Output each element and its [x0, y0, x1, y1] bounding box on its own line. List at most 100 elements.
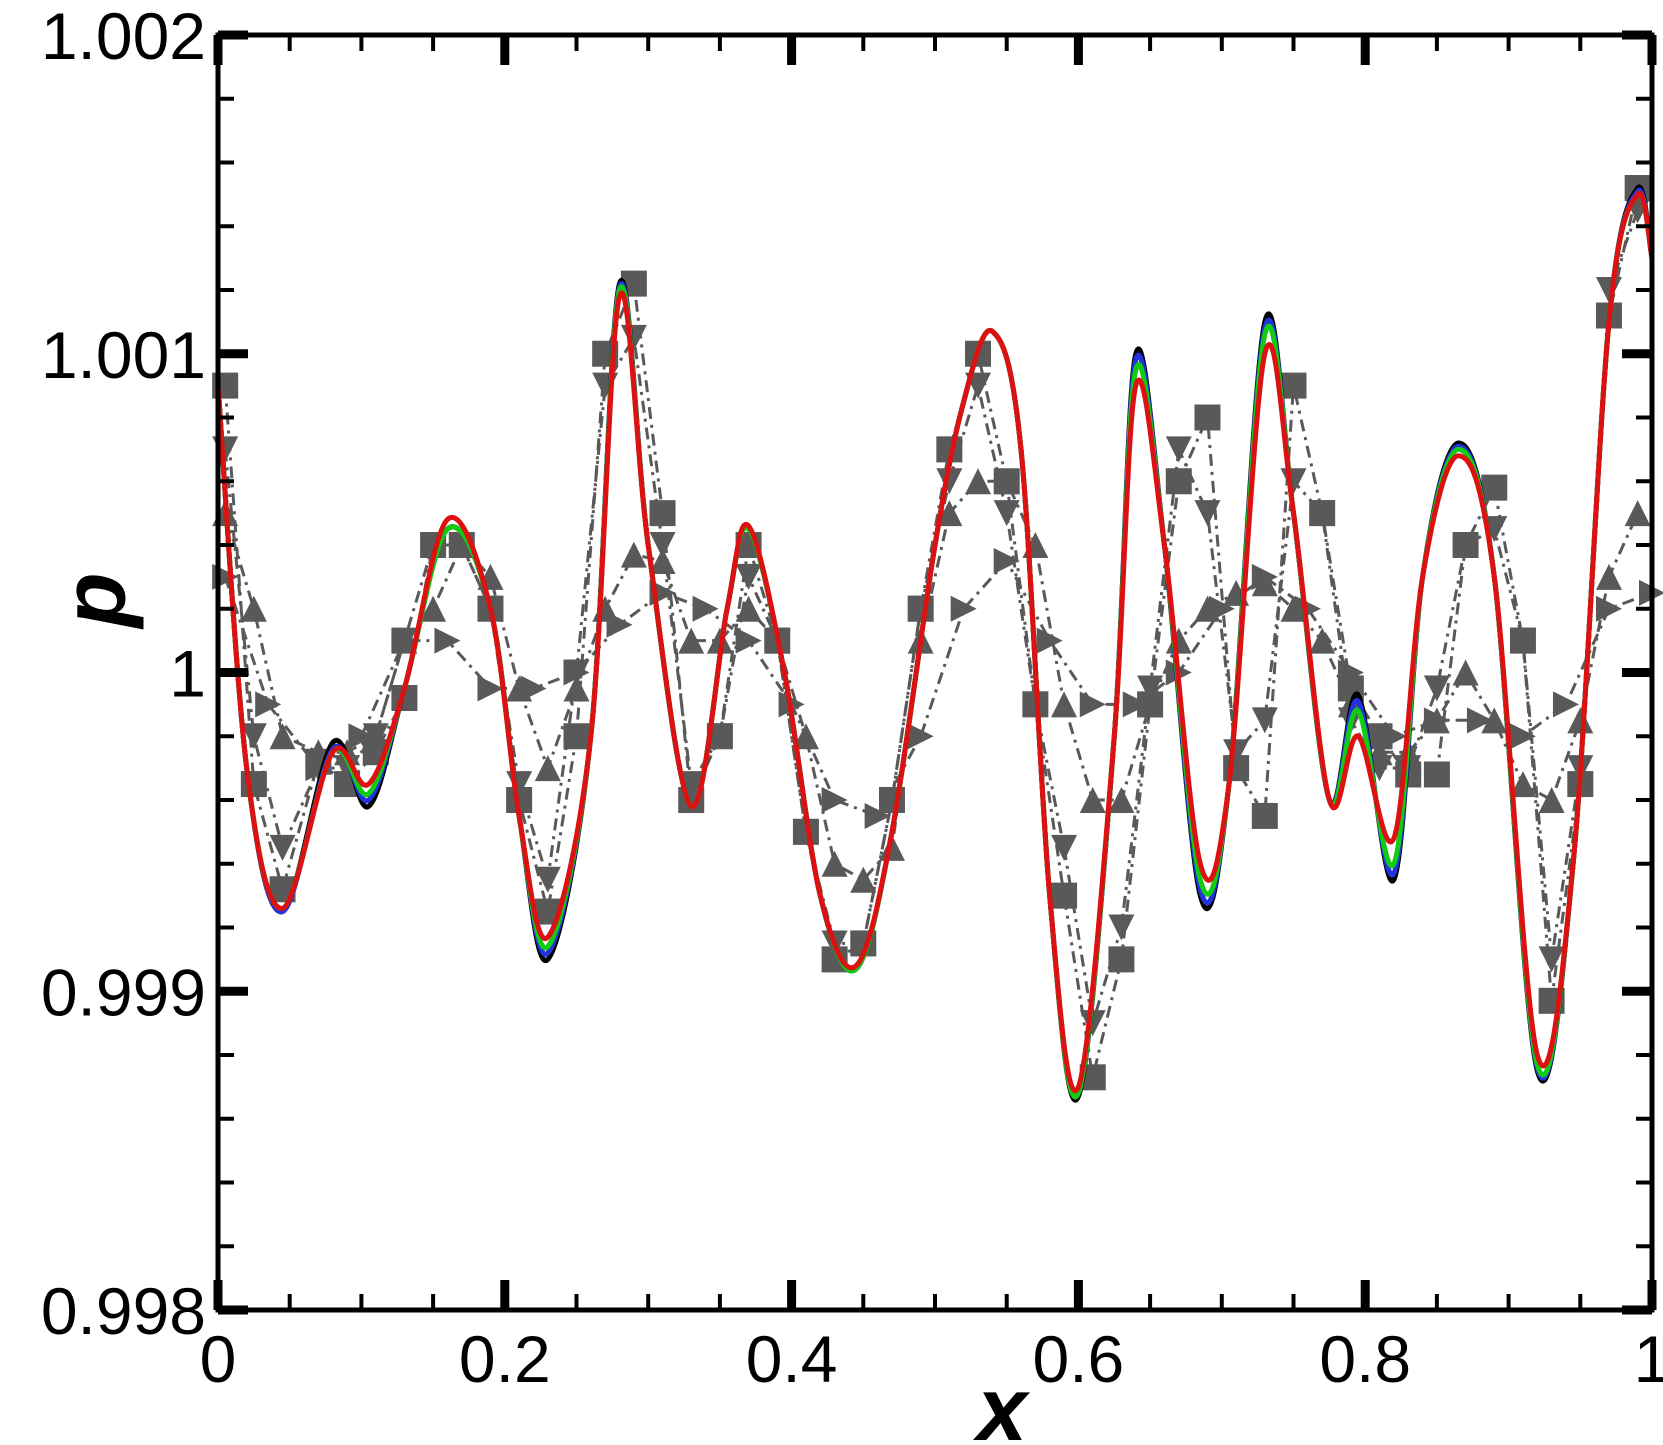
y-tick-label: 1.001	[41, 318, 206, 392]
triangle-up-marker	[1624, 500, 1651, 527]
triangle-up-marker	[678, 627, 705, 654]
triangle-down-marker	[1223, 739, 1250, 766]
triangle-right-marker	[1208, 595, 1235, 622]
triangle-right-marker	[305, 755, 332, 782]
square-marker	[1481, 474, 1508, 501]
triangle-down-marker	[1137, 675, 1164, 702]
x-tick-label: 0.2	[459, 1322, 551, 1396]
triangle-down-marker	[534, 866, 561, 893]
triangle-down-marker	[1423, 675, 1450, 702]
triangle-right-marker	[563, 659, 590, 686]
x-tick-label: 1	[1634, 1322, 1663, 1396]
triangle-down-marker	[1051, 834, 1078, 861]
triangle-down-marker	[1251, 707, 1278, 734]
triangle-down-marker	[1194, 500, 1221, 527]
triangle-up-marker	[534, 755, 561, 782]
triangle-up-marker	[936, 500, 963, 527]
triangle-right-marker	[1509, 723, 1536, 750]
triangle-right-marker	[1466, 707, 1493, 734]
square-marker	[1423, 761, 1450, 788]
triangle-right-marker	[1552, 691, 1579, 718]
y-tick-label: 0.999	[41, 955, 206, 1029]
marker-series-line	[223, 558, 1653, 818]
triangle-up-marker	[420, 595, 447, 622]
square-marker	[1280, 372, 1307, 399]
triangle-up-marker	[1595, 563, 1622, 590]
triangle-down-marker	[1165, 436, 1192, 463]
triangle-up-marker	[735, 595, 762, 622]
triangle-right-marker	[477, 675, 504, 702]
triangle-right-marker	[950, 595, 977, 622]
triangle-down-marker	[240, 723, 267, 750]
triangle-up-marker	[649, 547, 676, 574]
triangle-down-marker	[1079, 1010, 1106, 1037]
triangle-down-marker	[334, 755, 361, 782]
triangle-right-marker	[520, 675, 547, 702]
triangle-right-marker	[821, 787, 848, 813]
marker-series-triangle-right	[212, 547, 1663, 829]
x-tick-label: 0	[200, 1322, 237, 1396]
triangle-down-marker	[735, 563, 762, 590]
square-marker	[1194, 404, 1221, 431]
series-layer	[212, 175, 1663, 1103]
triangle-down-marker	[1309, 500, 1336, 527]
axes-layer: 0 0.2 0.4 0.6 0.8 1 0.998 0.999 1 1.001 1.002	[41, 0, 1663, 1396]
x-axis-title: x	[973, 1360, 1031, 1445]
y-tick-label: 1.002	[41, 0, 206, 73]
triangle-up-marker	[1567, 707, 1594, 734]
triangle-right-marker	[255, 691, 282, 718]
triangle-up-marker	[850, 866, 877, 893]
triangle-up-marker	[620, 541, 647, 568]
triangle-up-marker	[821, 850, 848, 877]
triangle-down-marker	[706, 723, 733, 750]
triangle-right-marker	[1036, 627, 1063, 654]
triangle-down-marker	[269, 834, 296, 861]
triangle-down-marker	[1452, 532, 1479, 558]
x-tick-label: 0.4	[746, 1322, 838, 1396]
triangle-right-marker	[1251, 563, 1278, 590]
x-tick-label: 0.8	[1319, 1322, 1411, 1396]
triangle-down-marker	[678, 771, 705, 798]
triangle-up-marker	[269, 723, 296, 750]
square-marker	[649, 500, 676, 527]
line-series-red	[215, 190, 1655, 1094]
y-axis-title: p	[45, 573, 145, 630]
triangle-right-marker	[907, 723, 934, 750]
triangle-down-marker	[1509, 627, 1536, 654]
triangle-up-marker	[1452, 659, 1479, 686]
triangle-up-marker	[1108, 787, 1135, 813]
triangle-right-marker	[735, 627, 762, 654]
triangle-right-marker	[434, 627, 461, 654]
y-tick-label: 0.998	[41, 1274, 206, 1348]
triangle-right-marker	[391, 627, 418, 654]
x-tick-label: 0.6	[1033, 1322, 1125, 1396]
triangle-right-marker	[1423, 707, 1450, 734]
marker-series-triangle-up	[212, 468, 1651, 893]
triangle-up-marker	[563, 675, 590, 702]
triangle-right-marker	[993, 547, 1020, 574]
triangle-right-marker	[1079, 691, 1106, 718]
triangle-right-marker	[1337, 659, 1364, 686]
triangle-right-marker	[1122, 691, 1149, 718]
triangle-up-marker	[1137, 691, 1164, 718]
triangle-right-marker	[606, 611, 633, 638]
triangle-right-marker	[1595, 595, 1622, 622]
triangle-right-marker	[864, 802, 891, 829]
triangle-down-marker	[362, 723, 389, 750]
triangle-down-marker	[936, 468, 963, 495]
square-marker	[1251, 802, 1278, 829]
triangle-right-marker	[692, 595, 719, 622]
triangle-down-marker	[1108, 914, 1135, 941]
triangle-up-marker	[1538, 787, 1565, 813]
square-marker	[1165, 468, 1192, 495]
triangle-down-marker	[1538, 946, 1565, 973]
triangle-up-marker	[965, 468, 992, 495]
triangle-up-marker	[240, 595, 267, 622]
triangle-right-marker	[348, 723, 375, 750]
y-tick-label: 1	[169, 637, 206, 711]
triangle-up-marker	[1079, 787, 1106, 813]
triangle-right-marker	[1380, 723, 1407, 750]
triangle-up-marker	[1309, 627, 1336, 654]
